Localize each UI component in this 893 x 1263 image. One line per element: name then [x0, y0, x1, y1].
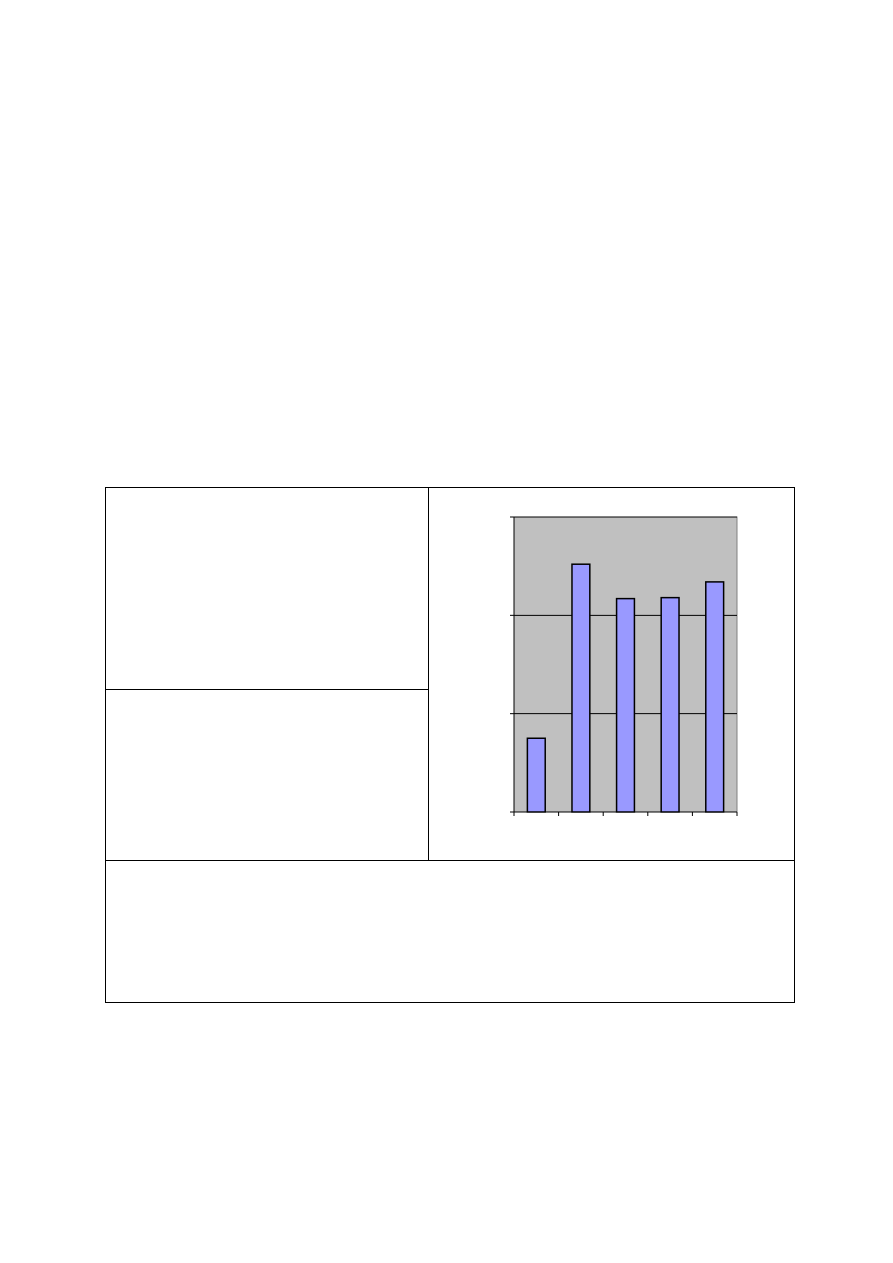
bar	[660, 596, 680, 813]
table-frame	[105, 487, 795, 1003]
table-border	[105, 487, 795, 1003]
chart	[510, 516, 738, 816]
bar	[571, 563, 591, 813]
bar	[526, 737, 546, 813]
bar	[705, 581, 725, 813]
bar	[615, 597, 636, 813]
